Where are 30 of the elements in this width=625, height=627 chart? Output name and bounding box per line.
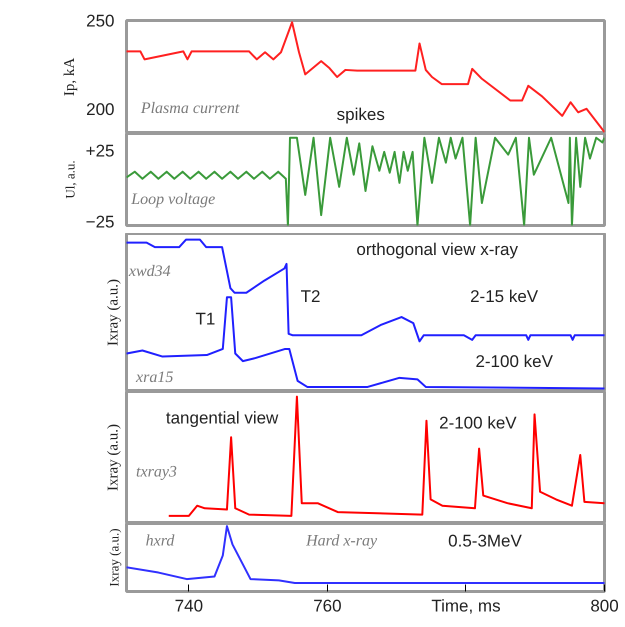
annotation: T2 — [300, 287, 320, 306]
annotation: 0.5-3MeV — [448, 532, 523, 551]
annotation: xwd34 — [128, 262, 171, 280]
y-axis-title: Ixray (a.u.) — [106, 278, 122, 346]
y-axis-title: Ip, kA — [62, 58, 78, 96]
y-axis-title: Ixray (a.u.) — [106, 528, 122, 587]
y-tick-label: +25 — [86, 141, 115, 160]
annotation: tangential view — [166, 408, 280, 428]
y-tick-label: 250 — [86, 12, 115, 30]
y-axis-title: Ixray (a.u.) — [106, 424, 122, 492]
annotation: 2-100 keV — [475, 352, 554, 371]
annotation: 2-100 keV — [439, 414, 518, 433]
annotation: spikes — [336, 104, 385, 124]
annotation: 2-15 keV — [470, 287, 539, 306]
x-tick-label: 740 — [174, 596, 204, 616]
annotation: Hard x-ray — [305, 532, 378, 550]
annotation: hxrd — [146, 532, 176, 550]
x-tick-label: Time, ms — [431, 596, 501, 616]
x-tick-label: 760 — [313, 596, 342, 616]
annotation: Plasma current — [140, 100, 240, 118]
annotation: T1 — [195, 309, 216, 328]
y-tick-label: −25 — [86, 212, 115, 232]
y-tick-label: 200 — [86, 100, 115, 119]
x-tick-label: 800 — [590, 596, 619, 616]
annotation: xra15 — [135, 368, 174, 386]
line-series — [126, 136, 604, 226]
annotation: Loop voltage — [130, 191, 216, 208]
annotation: txray3 — [136, 464, 177, 481]
annotation: orthogonal view x-ray — [356, 240, 518, 259]
y-axis-title: Ul, a.u. — [62, 160, 78, 199]
